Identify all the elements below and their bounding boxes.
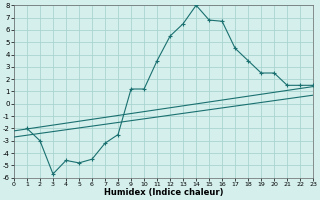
X-axis label: Humidex (Indice chaleur): Humidex (Indice chaleur)	[104, 188, 223, 197]
